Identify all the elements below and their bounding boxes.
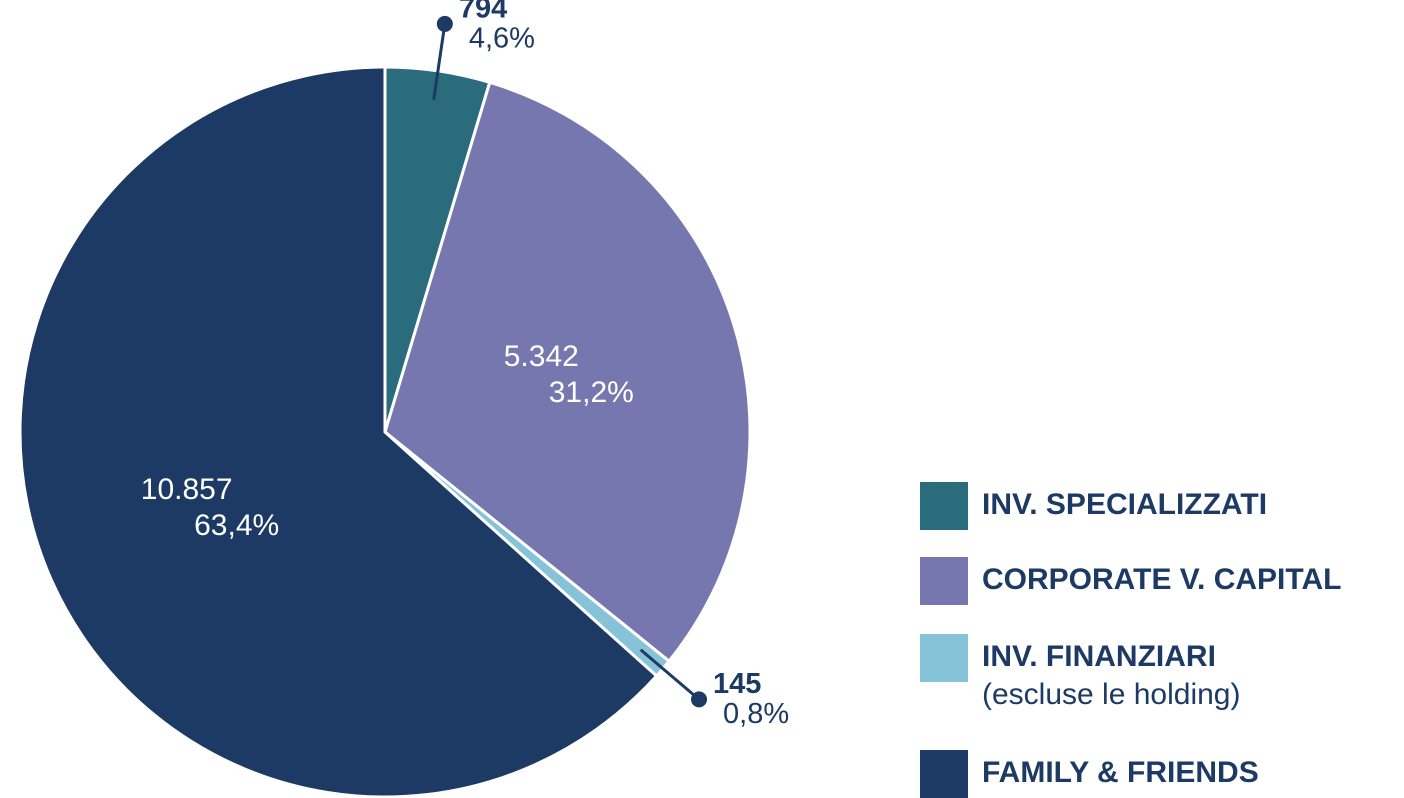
legend-label: INV. FINANZIARI — [982, 640, 1216, 673]
value-label: 10.857 — [141, 473, 233, 506]
pie-slice — [383, 80, 752, 664]
value-label: 5.342 — [504, 340, 579, 373]
leader-dot — [436, 15, 453, 32]
leader-dot — [691, 691, 708, 708]
legend-swatch — [920, 482, 968, 530]
percentage-label: 63,4% — [194, 509, 279, 542]
legend-swatch — [920, 750, 968, 798]
legend-note: (escluse le holding) — [982, 678, 1240, 711]
leader-line — [639, 648, 700, 701]
value-label: 145 — [713, 668, 761, 700]
pie-slice — [18, 65, 659, 798]
legend-label: FAMILY & FRIENDS — [982, 756, 1259, 789]
value-label: 794 — [459, 0, 507, 25]
legend-label: INV. SPECIALIZZATI — [982, 488, 1267, 521]
legend-swatch — [920, 634, 968, 682]
percentage-label: 31,2% — [549, 376, 634, 409]
legend-label: CORPORATE V. CAPITAL — [982, 563, 1341, 596]
leader-line — [432, 23, 447, 100]
percentage-label: 4,6% — [469, 23, 535, 55]
legend-swatch — [920, 557, 968, 605]
percentage-label: 0,8% — [723, 698, 789, 730]
